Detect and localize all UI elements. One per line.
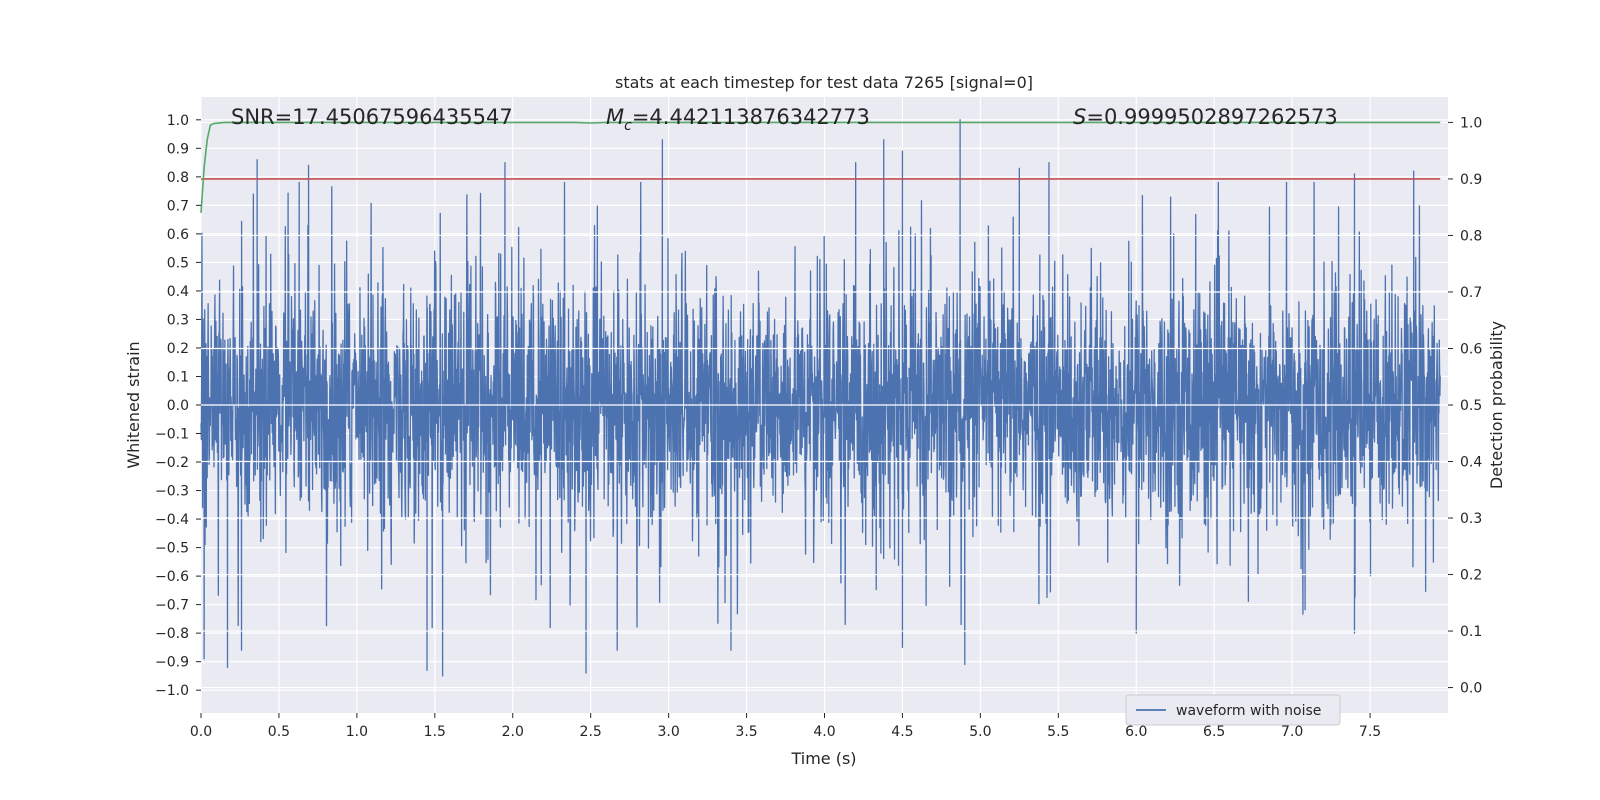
y-tick-label: −0.9 — [155, 655, 189, 671]
waveform-line — [200, 119, 1441, 677]
y2-tick-label: 0.9 — [1460, 172, 1482, 188]
y-tick-label: −0.1 — [155, 427, 189, 443]
y-tick-label: −1.0 — [155, 683, 189, 699]
y2-tick-label: 0.4 — [1460, 455, 1482, 471]
snr-annotation: SNR=17.45067596435547 — [231, 105, 513, 129]
probability-series — [200, 121, 1441, 213]
legend: waveform with noise — [1125, 694, 1341, 726]
y-tick-label: −0.3 — [155, 484, 189, 500]
legend-box — [1125, 694, 1341, 726]
y2-tick-label: 0.1 — [1460, 624, 1482, 640]
y-tick-label: −0.6 — [155, 569, 189, 585]
y-tick-label: −0.4 — [155, 512, 189, 528]
y2-tick-label: 0.2 — [1460, 568, 1482, 584]
chirp-mass-annotation: Mc=4.442113876342773 — [606, 105, 870, 134]
y2-tick-label: 0.3 — [1460, 511, 1482, 527]
chirp-mass-symbol: M — [606, 105, 624, 129]
y-tick-label: 0.4 — [167, 284, 189, 300]
x-tick-label: 1.0 — [346, 724, 368, 740]
y2-tick-label: 0.0 — [1460, 681, 1482, 697]
x-tick-label: 3.0 — [657, 724, 679, 740]
x-tick-label: 6.0 — [1125, 724, 1147, 740]
x-axis-ticks: 0.0 0.5 1.0 1.5 2.0 2.5 3.0 3.5 4.0 4.5 5.0 5.5 6.0 6… — [190, 713, 1381, 740]
y2-tick-label: 0.7 — [1460, 285, 1482, 301]
y-tick-label: 0.8 — [167, 170, 189, 186]
x-tick-label: 4.5 — [891, 724, 913, 740]
x-tick-label: 6.5 — [1203, 724, 1225, 740]
y-tick-label: −0.5 — [155, 541, 189, 557]
x-tick-label: 2.5 — [580, 724, 602, 740]
y-tick-label: −0.2 — [155, 455, 189, 471]
y-tick-label: 0.2 — [167, 341, 189, 357]
y-axis-ticks: 1.0 0.9 0.8 0.7 0.6 0.5 0.4 0.3 0.2 0.1 0.0 −0.1 −0.… — [155, 113, 201, 699]
legend-label: waveform with noise — [1176, 703, 1321, 719]
x-tick-label: 4.0 — [813, 724, 835, 740]
y-tick-label: 1.0 — [167, 113, 189, 129]
score-annotation: S=0.9999502897262573 — [1073, 105, 1338, 129]
y-tick-label: 0.6 — [167, 227, 189, 243]
y2-axis-ticks: 1.0 0.9 0.8 0.7 0.6 0.5 0.4 0.3 0.2 0.1 0.0 — [1448, 115, 1482, 697]
score-value: =0.9999502897262573 — [1086, 105, 1337, 129]
waveform-series — [200, 119, 1441, 677]
chart-title: stats at each timestep for test data 726… — [615, 73, 1033, 92]
x-tick-label: 7.0 — [1281, 724, 1303, 740]
y2-tick-label: 0.5 — [1460, 398, 1482, 414]
y2-tick-label: 1.0 — [1460, 115, 1482, 131]
x-tick-label: 5.0 — [969, 724, 991, 740]
y2-tick-label: 0.8 — [1460, 228, 1482, 244]
chirp-mass-value: =4.442113876342773 — [632, 105, 870, 129]
y-tick-label: 0.7 — [167, 198, 189, 214]
detection-probability-line — [200, 121, 1441, 213]
x-tick-label: 0.5 — [268, 724, 290, 740]
x-axis-label: Time (s) — [790, 749, 856, 768]
y-tick-label: 0.3 — [167, 312, 189, 328]
y-tick-label: 0.0 — [167, 398, 189, 414]
y-tick-label: 0.1 — [167, 369, 189, 385]
y-tick-label: −0.7 — [155, 598, 189, 614]
x-tick-label: 0.0 — [190, 724, 212, 740]
x-tick-label: 1.5 — [424, 724, 446, 740]
y2-tick-label: 0.6 — [1460, 341, 1482, 357]
y-tick-label: −0.8 — [155, 626, 189, 642]
chirp-mass-subscript: c — [624, 118, 632, 134]
score-symbol: S — [1073, 105, 1086, 129]
x-tick-label: 3.5 — [735, 724, 757, 740]
x-tick-label: 5.5 — [1047, 724, 1069, 740]
y-axis-label: Whitened strain — [124, 341, 143, 468]
y2-axis-label: Detection probability — [1487, 321, 1506, 489]
x-tick-label: 2.0 — [502, 724, 524, 740]
y-tick-label: 0.9 — [167, 141, 189, 157]
y-tick-label: 0.5 — [167, 255, 189, 271]
x-tick-label: 7.5 — [1359, 724, 1381, 740]
